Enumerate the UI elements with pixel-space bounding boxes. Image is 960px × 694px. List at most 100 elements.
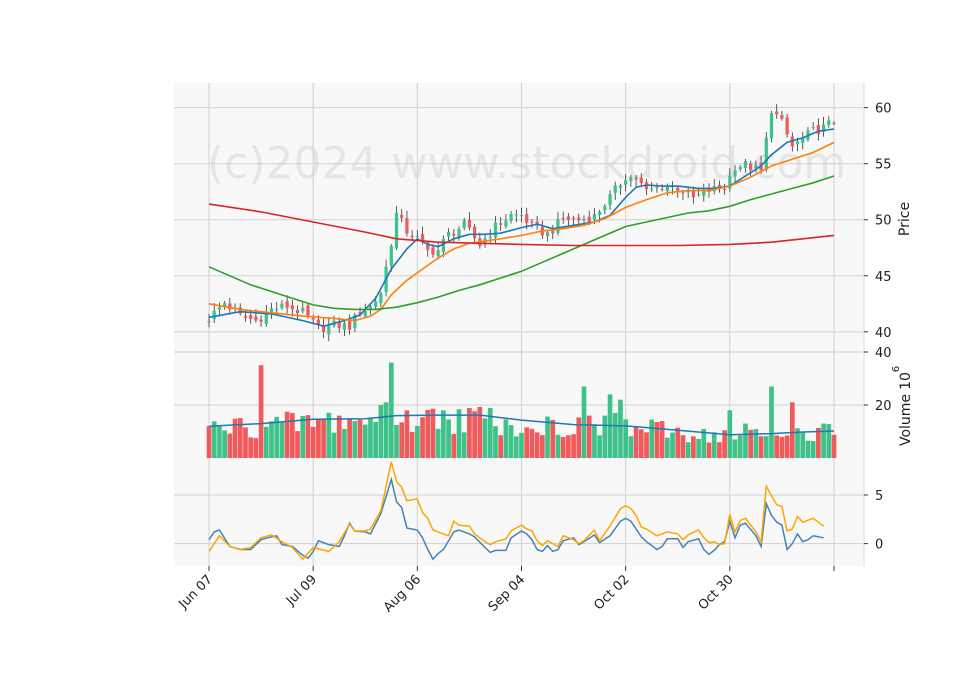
volume-bar-down — [586, 415, 592, 458]
candle-down — [832, 122, 836, 124]
volume-bar-down — [748, 429, 754, 458]
candle-up — [353, 314, 357, 329]
candle-down — [749, 163, 753, 171]
volume-bar-up — [519, 432, 524, 458]
candle-up — [462, 220, 466, 228]
candle-up — [379, 293, 383, 304]
x-tick-label: Jul 09 — [283, 572, 320, 609]
candle-up — [650, 188, 654, 190]
volume-bar-up — [269, 421, 274, 458]
candle-down — [681, 192, 685, 194]
volume-bar-down — [717, 442, 722, 458]
volume-bar-up — [769, 386, 774, 458]
volume-bar-up — [711, 432, 717, 458]
volume-bar-down — [539, 435, 545, 458]
volume-bar-down — [420, 417, 425, 458]
candle-up — [223, 303, 227, 308]
candle-down — [207, 321, 211, 323]
price-axis-title: Price — [897, 202, 913, 236]
volume-bar-up — [623, 419, 629, 458]
volume-bar-down — [206, 426, 212, 458]
candle-up — [608, 194, 612, 206]
candle-down — [473, 226, 477, 239]
volume-bar-down — [253, 438, 259, 458]
volume-bar-up — [300, 415, 306, 458]
volume-bar-up — [581, 386, 587, 458]
candle-up — [368, 306, 373, 310]
candle-up — [754, 165, 758, 169]
candle-down — [295, 309, 300, 314]
oscillator-line-osc_fast — [208, 476, 824, 561]
volume-bar-up — [456, 409, 462, 458]
volume-bar-up — [800, 432, 806, 458]
candle-up — [702, 189, 706, 196]
volume-bar-down — [477, 406, 483, 458]
moving-average-ma_long — [208, 175, 835, 311]
volume-bar-down — [347, 418, 352, 458]
volume-bar-down — [534, 432, 540, 458]
candle-up — [811, 127, 815, 129]
volume-bar-up — [737, 435, 743, 458]
osc-panel-bg — [174, 458, 864, 566]
volume-bar-up — [701, 428, 707, 458]
volume-bar-down — [560, 436, 566, 458]
price-tick-label: 40 — [875, 326, 892, 341]
candle-up — [801, 137, 805, 143]
candle-down — [780, 115, 784, 119]
candle-up — [738, 166, 742, 170]
volume-bar-down — [758, 436, 764, 458]
volume-bar-down — [295, 431, 300, 458]
candle-down — [405, 218, 409, 234]
volume-bar-up — [394, 425, 399, 458]
volume-bar-down — [789, 402, 795, 458]
candle-up — [509, 214, 513, 221]
candle-up — [795, 141, 800, 145]
volume-axis-title: Volume — [898, 394, 914, 446]
volume-bar-down — [524, 427, 530, 458]
volume-bar-up — [383, 402, 389, 458]
volume-bar-up — [753, 429, 759, 458]
candle-down — [525, 214, 529, 224]
volume-bar-down — [399, 422, 405, 458]
volume-bar-down — [722, 430, 727, 458]
volume-bar-down — [498, 435, 504, 458]
price-tick-label: 60 — [875, 102, 892, 117]
volume-bar-up — [388, 362, 394, 458]
volume-bar-up — [217, 425, 222, 458]
volume-bar-down — [404, 410, 410, 458]
candle-down — [691, 190, 695, 198]
price-tick-label: 45 — [875, 270, 892, 285]
candle-down — [358, 312, 362, 315]
candle-up — [488, 236, 492, 238]
candle-up — [269, 308, 274, 314]
volume-bar-up — [670, 432, 675, 458]
candle-down — [228, 303, 232, 310]
candle-up — [342, 323, 347, 330]
candle-down — [249, 315, 253, 319]
candle-down — [254, 316, 258, 321]
volume-bar-down — [654, 422, 660, 458]
volume-bar-down — [774, 435, 780, 458]
volume-bar-up — [696, 438, 701, 458]
candle-up — [618, 185, 623, 188]
volume-bar-down — [784, 435, 790, 458]
candle-up — [217, 307, 222, 310]
candle-up — [436, 250, 440, 256]
moving-average-ma_short — [208, 128, 835, 328]
candle-down — [566, 216, 570, 221]
candle-up — [556, 218, 560, 233]
candle-up — [280, 303, 284, 309]
candle-up — [743, 160, 748, 168]
volume-bar-down — [576, 417, 582, 458]
candle-up — [769, 113, 774, 139]
volume-bar-down — [779, 436, 785, 458]
volume-bar-down — [409, 431, 415, 458]
candle-down — [561, 218, 565, 220]
volume-bar-down — [237, 418, 243, 458]
volume-bar-up — [795, 428, 800, 458]
volume-bar-down — [248, 437, 254, 458]
candle-down — [551, 229, 555, 234]
volume-bar-up — [211, 421, 217, 458]
candle-down — [400, 214, 404, 218]
